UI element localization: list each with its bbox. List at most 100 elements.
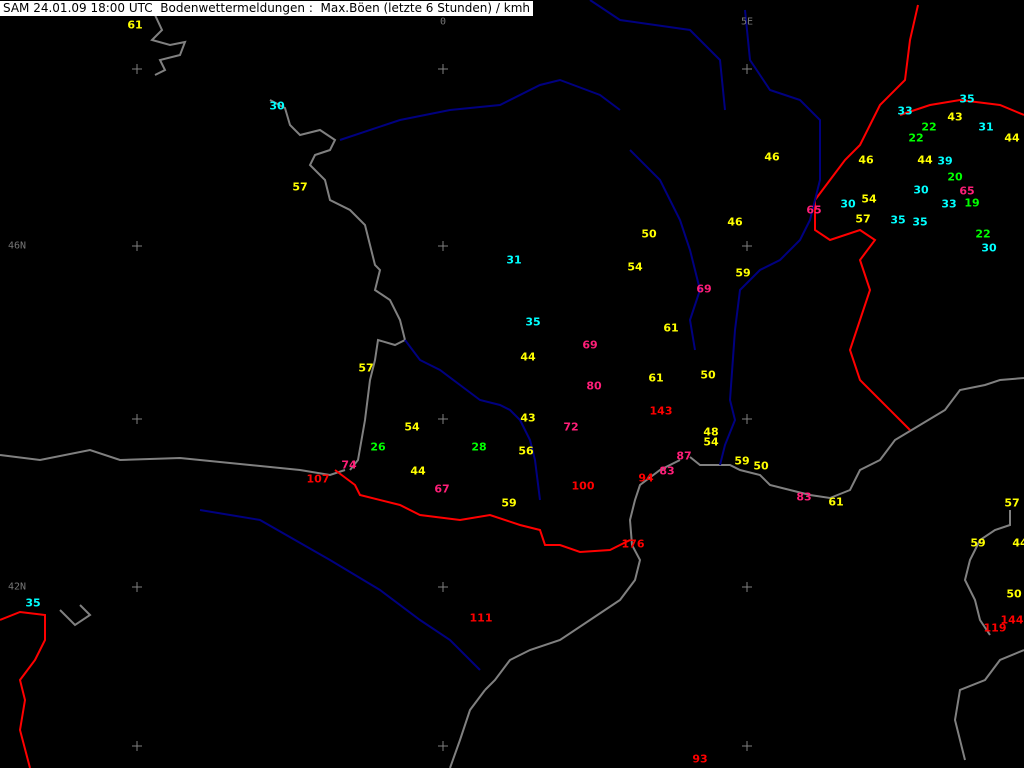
station-gust-value: 31 xyxy=(506,253,522,267)
coastline-spain-north xyxy=(59,604,92,627)
coastline-biscay-south xyxy=(0,448,346,477)
station-gust-value: 119 xyxy=(983,621,1007,635)
station-gust-value: 65 xyxy=(806,203,822,217)
grid-label-lat-42n: 42N xyxy=(7,581,27,593)
station-gust-value: 54 xyxy=(404,420,420,434)
station-gust-value: 30 xyxy=(840,197,856,211)
river-seine xyxy=(589,0,726,111)
border-north-swiss xyxy=(899,98,1024,116)
station-gust-value: 20 xyxy=(947,170,963,184)
grid-cross xyxy=(132,414,142,424)
station-gust-value: 57 xyxy=(855,212,871,226)
grid-label-lat-46n: 46N xyxy=(7,240,27,252)
station-gust-value: 39 xyxy=(937,154,953,168)
border-spain-portugal xyxy=(0,610,46,768)
station-gust-value: 22 xyxy=(921,120,937,134)
station-gust-value: 31 xyxy=(978,120,994,134)
station-gust-value: 50 xyxy=(641,227,657,241)
station-gust-value: 44 xyxy=(1012,536,1024,550)
station-gust-value: 46 xyxy=(764,150,780,164)
grid-cross xyxy=(438,414,448,424)
station-gust-value: 35 xyxy=(525,315,541,329)
station-gust-value: 33 xyxy=(941,197,957,211)
river-ebro xyxy=(199,509,481,671)
station-gust-value: 111 xyxy=(469,611,493,625)
grid-cross xyxy=(132,64,142,74)
station-gust-value: 26 xyxy=(370,440,386,454)
grid-cross xyxy=(438,241,448,251)
station-gust-value: 54 xyxy=(703,435,719,449)
station-gust-value: 28 xyxy=(471,440,487,454)
grid-cross xyxy=(132,741,142,751)
station-gust-value: 35 xyxy=(25,596,41,610)
station-gust-value: 33 xyxy=(897,104,913,118)
station-gust-value: 83 xyxy=(796,490,812,504)
station-gust-value: 107 xyxy=(306,472,330,486)
river-rhone xyxy=(719,9,821,466)
border-switzerland xyxy=(814,4,919,431)
grid-cross xyxy=(132,241,142,251)
station-gust-value: 93 xyxy=(692,752,708,766)
station-gust-value: 54 xyxy=(861,192,877,206)
grid-cross xyxy=(132,582,142,592)
station-gust-value: 35 xyxy=(959,92,975,106)
map-title: SAM 24.01.09 18:00 UTC Bodenwettermeldun… xyxy=(0,1,533,16)
station-gust-value: 61 xyxy=(648,371,664,385)
station-gust-value: 72 xyxy=(563,420,579,434)
grid-cross xyxy=(438,741,448,751)
coastline-brittany xyxy=(269,99,407,471)
river-garonne xyxy=(404,339,541,501)
station-gust-value: 69 xyxy=(696,282,712,296)
station-gust-value: 35 xyxy=(912,215,928,229)
station-gust-value: 69 xyxy=(582,338,598,352)
station-gust-value: 59 xyxy=(970,536,986,550)
station-gust-value: 65 xyxy=(959,184,975,198)
station-gust-value: 56 xyxy=(518,444,534,458)
river-saone xyxy=(629,149,702,351)
station-gust-value: 83 xyxy=(659,464,675,478)
grid-cross xyxy=(438,64,448,74)
station-gust-value: 87 xyxy=(676,449,692,463)
station-gust-value: 44 xyxy=(917,153,933,167)
station-gust-value: 30 xyxy=(913,183,929,197)
grid-cross xyxy=(742,741,752,751)
station-gust-value: 22 xyxy=(975,227,991,241)
grid-cross xyxy=(742,64,752,74)
station-gust-value: 59 xyxy=(735,266,751,280)
station-gust-value: 59 xyxy=(501,496,517,510)
coastline-mediterranean xyxy=(689,377,1024,500)
station-gust-value: 143 xyxy=(649,404,673,418)
station-gust-value: 43 xyxy=(947,110,963,124)
coastline-corsica xyxy=(963,510,1011,636)
station-gust-value: 74 xyxy=(341,458,357,472)
station-gust-value: 67 xyxy=(434,482,450,496)
station-gust-value: 35 xyxy=(890,213,906,227)
station-gust-value: 50 xyxy=(753,459,769,473)
station-gust-value: 80 xyxy=(586,379,602,393)
station-gust-value: 61 xyxy=(663,321,679,335)
coastline-gulf-of-lion xyxy=(484,459,681,691)
station-gust-value: 50 xyxy=(1006,587,1022,601)
station-gust-value: 54 xyxy=(627,260,643,274)
station-gust-value: 94 xyxy=(638,471,654,485)
coastline-spain-east xyxy=(449,689,486,768)
station-gust-value: 57 xyxy=(1004,496,1020,510)
grid-cross xyxy=(438,582,448,592)
station-gust-value: 144 xyxy=(1000,613,1024,627)
station-gust-value: 46 xyxy=(727,215,743,229)
station-gust-value: 176 xyxy=(621,537,645,551)
station-gust-value: 44 xyxy=(1004,131,1020,145)
station-gust-value: 46 xyxy=(858,153,874,167)
station-gust-value: 22 xyxy=(908,131,924,145)
station-gust-value: 43 xyxy=(520,411,536,425)
station-gust-value: 19 xyxy=(964,196,980,210)
coastline-atlantic xyxy=(150,14,187,76)
grid-label-lon-5e: 5E xyxy=(740,16,754,28)
station-gust-value: 48 xyxy=(703,425,719,439)
station-gust-value: 44 xyxy=(410,464,426,478)
grid-crosses xyxy=(132,64,752,751)
border-pyrenees xyxy=(334,469,631,554)
coastline-italy xyxy=(953,649,1024,761)
